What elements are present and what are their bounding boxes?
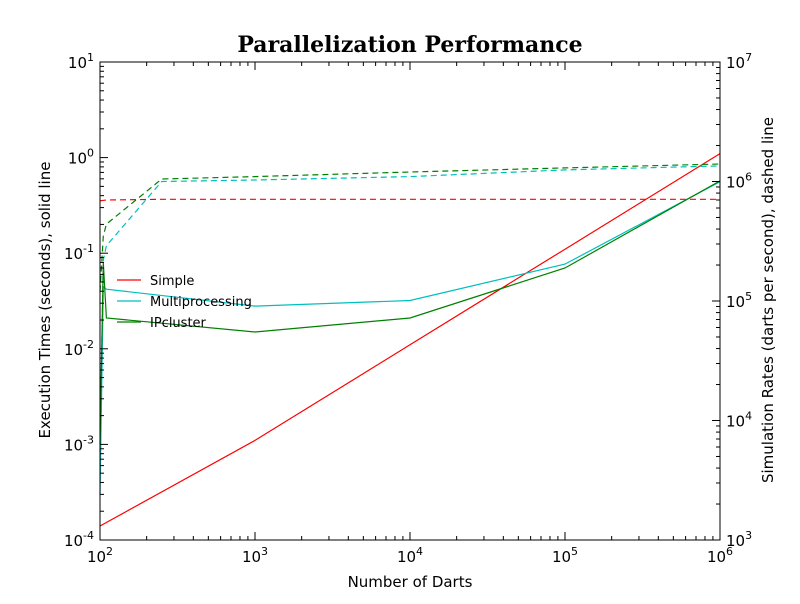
series-1-times-line	[99, 181, 721, 495]
y-left-tick-label: 101	[68, 51, 94, 72]
y-left-tick-label: 10-1	[64, 242, 94, 263]
x-tick-label: 106	[707, 545, 733, 566]
chart-title: Parallelization Performance	[237, 32, 582, 58]
y-right-tick-label: 106	[726, 171, 752, 192]
series-0-times-line	[99, 153, 721, 527]
legend-label-0: Simple	[150, 274, 194, 289]
y-right-tick-label: 105	[726, 290, 752, 311]
y-left-axis-label: Execution Times (seconds), solid line	[36, 162, 54, 439]
x-axis-label: Number of Darts	[348, 573, 473, 591]
y-right-axis-label: Simulation Rates (darts per second), das…	[759, 117, 777, 483]
y-left-tick-label: 10-2	[64, 338, 94, 359]
x-tick-label: 104	[397, 545, 423, 566]
x-tick-label: 102	[87, 545, 113, 566]
y-right-tick-label: 103	[726, 529, 752, 550]
y-left-tick-label: 100	[68, 147, 94, 168]
legend-label-1: Multiprocessing	[150, 295, 252, 310]
y-right-tick-label: 104	[726, 410, 752, 431]
series-0-rates-line	[99, 198, 720, 202]
y-left-tick-label: 10-4	[64, 529, 94, 550]
y-left-tick-label: 10-3	[64, 433, 94, 454]
y-right-tick-label: 107	[726, 51, 752, 72]
series-2-rates-line	[99, 163, 721, 292]
legend-label-2: IPcluster	[150, 316, 207, 331]
axes-layer: 102 103 104 105 106 10-4 10-3 10-2 10-1 100 101 103…	[64, 51, 752, 566]
series-2-times-line	[99, 180, 721, 445]
x-tick-label: 105	[552, 545, 578, 566]
plot-layer	[99, 153, 721, 527]
legend: Simple Multiprocessing IPcluster	[117, 274, 252, 331]
x-tick-label: 103	[242, 545, 268, 566]
